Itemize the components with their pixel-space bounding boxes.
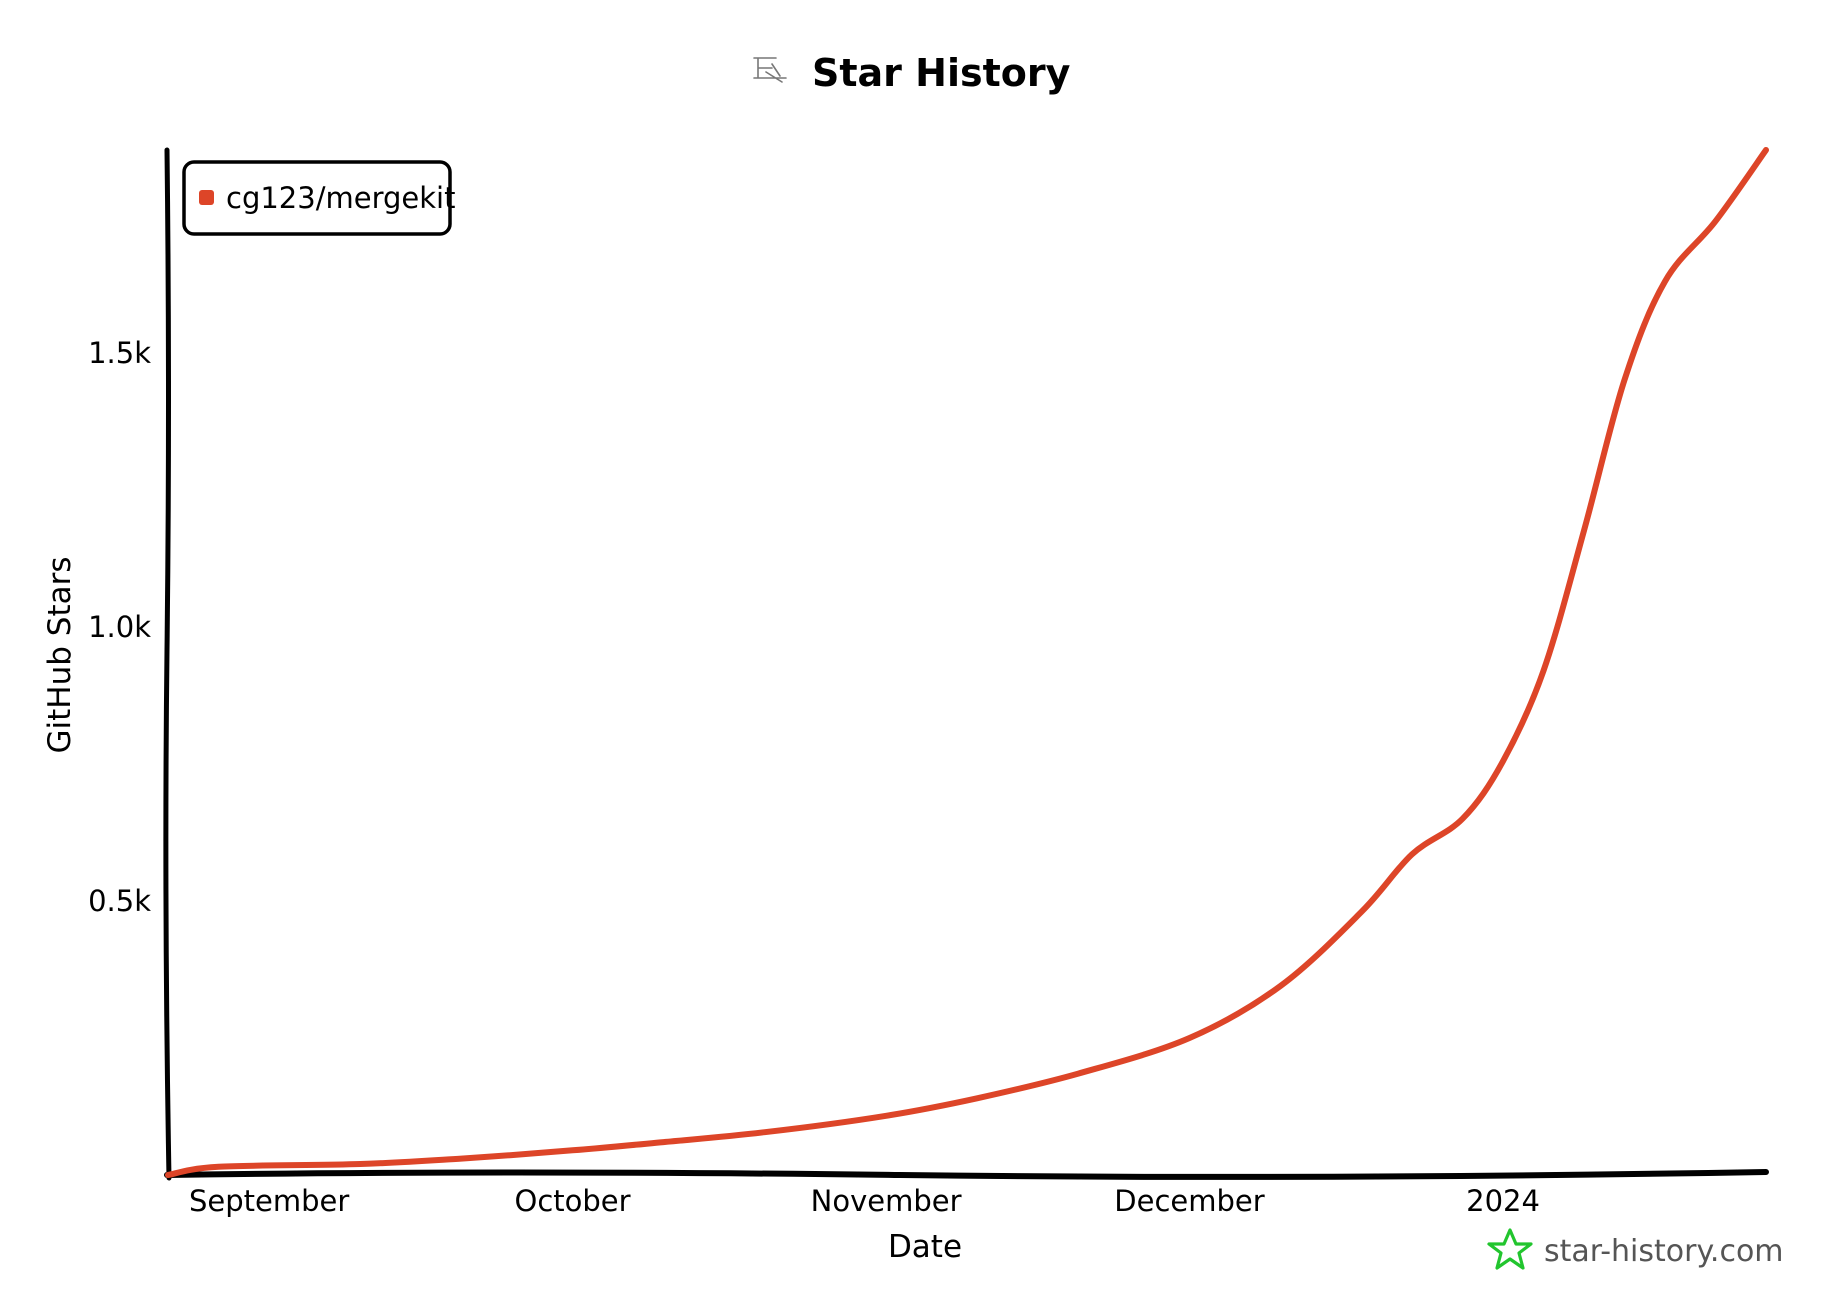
data-point: [1540, 668, 1546, 674]
x-ticks: September October November December 2024: [189, 1184, 1540, 1218]
data-point: [1278, 983, 1284, 989]
chart-title: Star History: [812, 51, 1071, 95]
data-point: [1187, 1035, 1193, 1041]
y-tick-label-1500: 1.5k: [88, 336, 151, 370]
x-axis-line: [164, 1169, 1769, 1180]
y-axis-line: [163, 147, 172, 1181]
data-point: [1712, 218, 1718, 224]
data-point: [1621, 377, 1627, 383]
data-point: [883, 1113, 889, 1119]
star-outline-icon: [1487, 1228, 1533, 1270]
x-axis-label: Date: [888, 1229, 962, 1265]
y-ticks: 0.5k 1.0k 1.5k: [88, 336, 151, 918]
chart-title-group: Star History: [753, 51, 1071, 95]
data-point: [1358, 909, 1364, 915]
legend: cg123/mergekit: [182, 160, 455, 236]
data-point: [1763, 147, 1769, 153]
data-point: [661, 1139, 667, 1145]
data-point: [1409, 851, 1415, 857]
x-tick-label-september: September: [189, 1184, 349, 1218]
data-point: [1075, 1071, 1081, 1077]
watermark-text: star-history.com: [1544, 1234, 1784, 1269]
series-points: [165, 147, 1769, 1178]
x-tick-label-december: December: [1114, 1184, 1264, 1218]
data-point: [570, 1147, 576, 1153]
data-point: [762, 1129, 768, 1135]
data-point: [165, 1172, 171, 1178]
series-line-mergekit: [165, 147, 1769, 1178]
y-tick-label-500: 0.5k: [88, 884, 151, 918]
legend-swatch: [199, 190, 214, 205]
x-tick-label-2024: 2024: [1466, 1184, 1540, 1218]
data-point: [1460, 816, 1466, 822]
legend-box: [182, 160, 452, 236]
y-tick-label-1000: 1.0k: [88, 610, 151, 644]
data-point: [1662, 279, 1668, 285]
x-tick-label-october: October: [515, 1184, 631, 1218]
y-axis-label: GitHub Stars: [42, 556, 78, 753]
data-point: [1500, 758, 1506, 764]
watermark: star-history.com: [1487, 1228, 1784, 1270]
legend-label: cg123/mergekit: [226, 181, 455, 215]
data-point: [458, 1156, 464, 1162]
data-point: [974, 1095, 980, 1101]
x-tick-label-november: November: [811, 1184, 962, 1218]
data-point: [1581, 528, 1587, 534]
data-point: [216, 1164, 222, 1170]
data-point: [357, 1161, 363, 1167]
star-history-logo-icon: [753, 57, 787, 83]
